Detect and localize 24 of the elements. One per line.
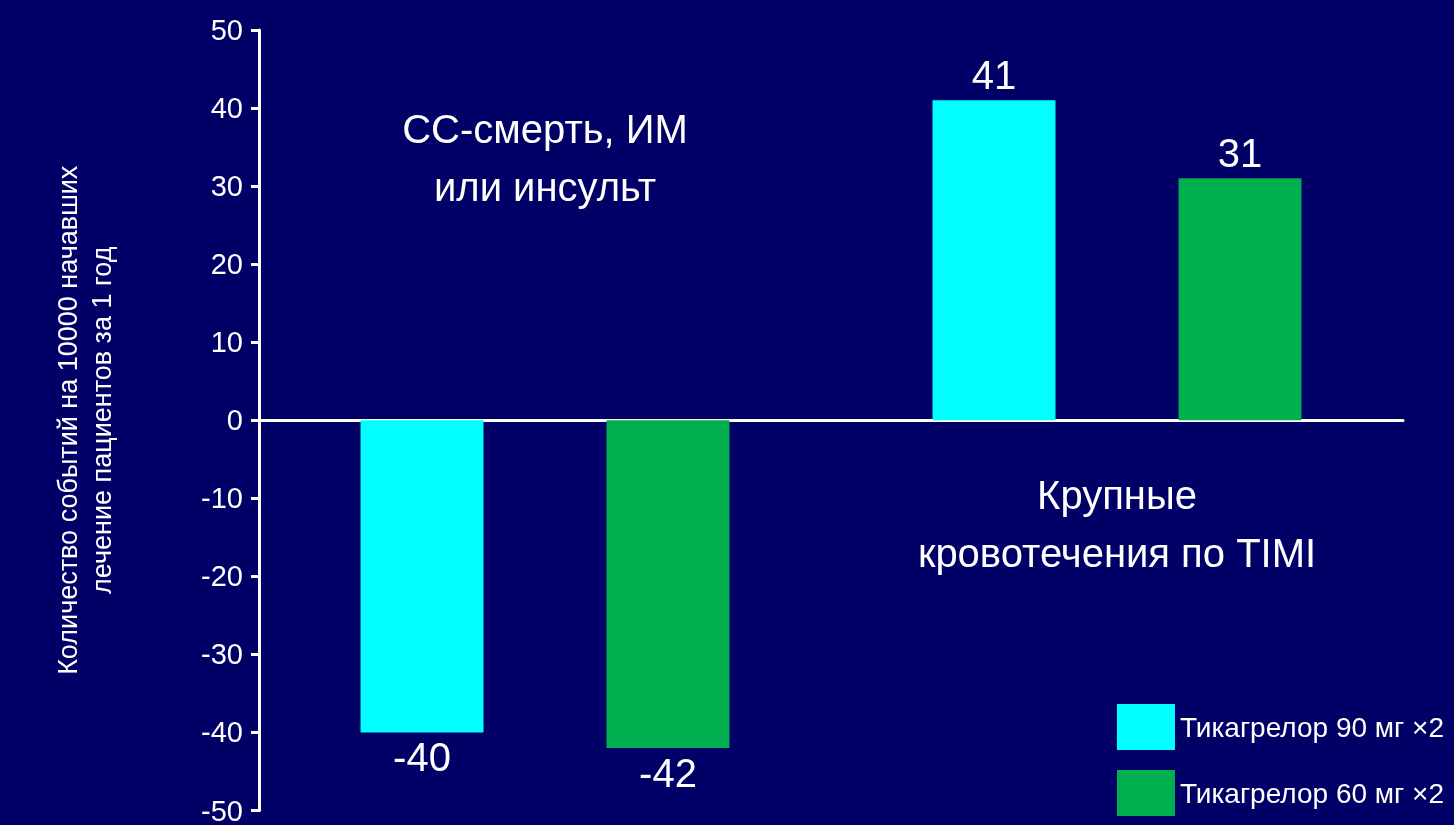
y-tick-label: -10 (201, 482, 243, 515)
y-tick-label: -40 (201, 716, 243, 749)
data-label: 31 (1217, 131, 1263, 176)
y-tick-label: 50 (210, 14, 243, 46)
y-tick-label: 10 (210, 326, 243, 359)
y-tick-label: -50 (201, 794, 243, 825)
y-tick-label: -30 (201, 638, 243, 671)
data-label: -42 (639, 751, 697, 796)
data-label: -40 (393, 735, 451, 780)
x-tick-label: СС-смерть, ИМ или инсульт (402, 107, 688, 210)
y-axis-title: Количество событий на 10000 начавших лечение пациентов за 1 год (53, 165, 117, 675)
y-tick-label: 30 (210, 170, 243, 203)
y-tick-label: -20 (201, 560, 243, 593)
bar (360, 420, 484, 733)
data-label: 41 (971, 53, 1017, 98)
x-tick-label: Крупные кровотечения по TIMI (917, 473, 1317, 576)
bar (606, 420, 730, 749)
bar (1178, 178, 1302, 421)
y-tick-label: 20 (210, 248, 243, 281)
legend-label: Тикагрелор 90 мг ×2 (1179, 711, 1444, 743)
y-tick-label: 40 (210, 92, 243, 125)
y-tick-label: 0 (226, 404, 243, 437)
legend-label: Тикагрелор 60 мг ×2 (1179, 777, 1444, 809)
bar (932, 100, 1056, 421)
